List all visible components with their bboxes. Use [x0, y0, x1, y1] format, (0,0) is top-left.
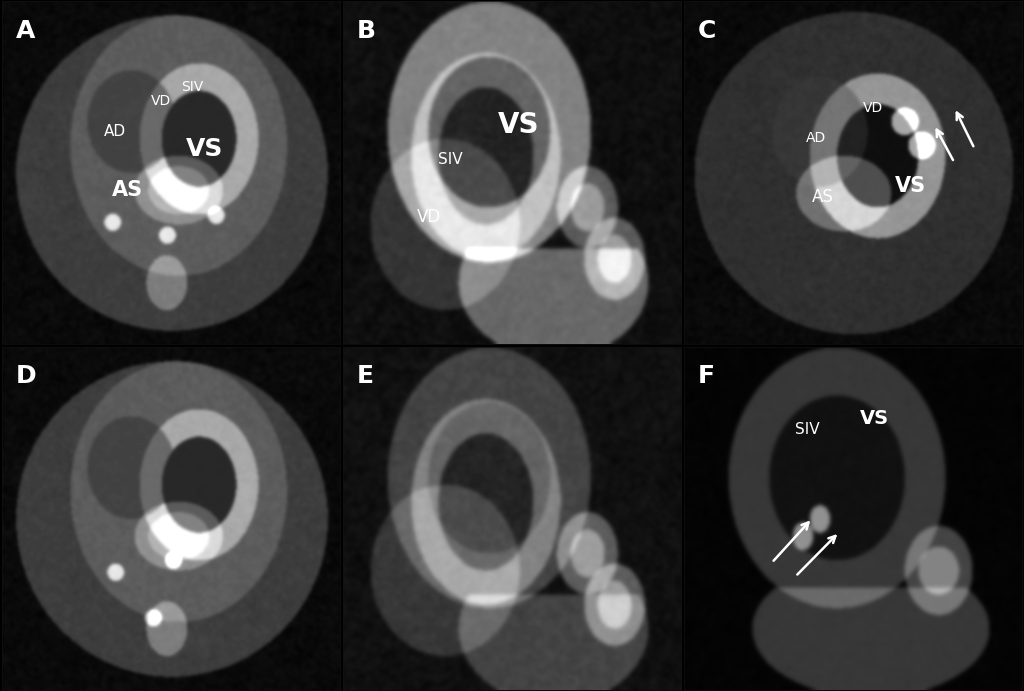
Text: C: C [697, 19, 716, 43]
Text: AD: AD [103, 124, 126, 139]
Text: SIV: SIV [437, 151, 462, 167]
Text: AS: AS [812, 188, 835, 206]
Text: VD: VD [863, 101, 884, 115]
Text: AS: AS [112, 180, 142, 200]
Text: VS: VS [895, 176, 926, 196]
Text: VD: VD [151, 94, 171, 108]
Text: D: D [15, 364, 36, 388]
Text: AD: AD [806, 131, 825, 146]
Text: B: B [356, 19, 376, 43]
Text: SIV: SIV [796, 422, 820, 437]
Text: SIV: SIV [181, 80, 204, 94]
Text: VS: VS [498, 111, 540, 139]
Text: VS: VS [186, 137, 223, 161]
Text: A: A [15, 19, 35, 43]
Text: VS: VS [859, 409, 889, 428]
Text: E: E [356, 364, 374, 388]
Text: VD: VD [418, 208, 441, 227]
Text: F: F [697, 364, 715, 388]
